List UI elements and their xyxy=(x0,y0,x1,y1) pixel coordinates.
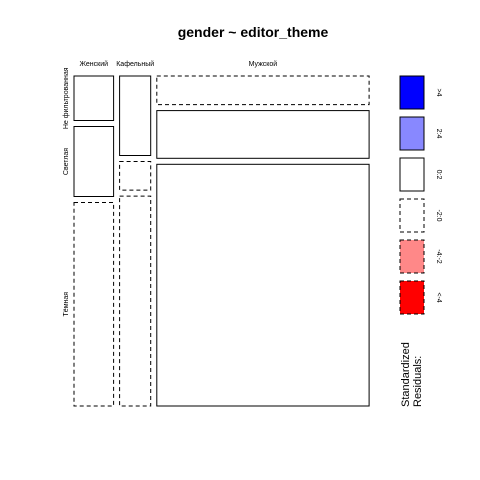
mosaic-cell-кафельный-светлая xyxy=(119,161,152,191)
mosaic-plot: Женский Кафельный Мужской Не фильтрованная С… xyxy=(63,60,370,407)
legend-label: <-4 xyxy=(435,292,442,302)
legend-label: -4:-2 xyxy=(435,249,442,264)
legend-title: Residuals: xyxy=(412,356,424,407)
legend-label: -2:0 xyxy=(435,209,442,221)
legend-label: >4 xyxy=(435,89,442,97)
y-level-label: Тёмная xyxy=(63,292,70,317)
mosaic-cell-женский-тёмная xyxy=(73,202,115,407)
legend-swatch xyxy=(399,157,425,192)
legend-swatch xyxy=(399,198,425,233)
residuals-legend: >4 2:4 0:2 -2:0 -4:-2 <-4 Standardized Residual… xyxy=(399,75,442,407)
mosaic-cell-женский-светлая xyxy=(73,126,115,197)
legend-title: Standardized xyxy=(400,342,412,407)
y-level-label: Не фильтрованная xyxy=(63,67,70,129)
legend-swatch xyxy=(399,280,425,315)
legend-swatch xyxy=(399,116,425,151)
x-level-label: Кафельный xyxy=(116,60,154,68)
x-level-label: Мужской xyxy=(249,60,278,68)
legend-swatch xyxy=(399,239,425,274)
mosaic-cell-кафельный-тёмная xyxy=(119,195,152,407)
legend-label: 2:4 xyxy=(435,129,442,139)
x-level-label: Женский xyxy=(80,60,109,68)
mosaic-cell-кафельный-не-фильтрованная xyxy=(119,75,152,156)
mosaic-cell-мужской-не-фильтрованная xyxy=(156,75,370,106)
mosaic-cell-женский-не-фильтрованная xyxy=(73,75,115,121)
legend-label: 0:2 xyxy=(435,170,442,180)
mosaic-cell-мужской-светлая xyxy=(156,110,370,159)
y-level-label: Светлая xyxy=(63,148,70,175)
mosaic-cell-мужской-тёмная xyxy=(156,163,370,407)
legend-swatch xyxy=(399,75,425,110)
chart-title: gender ~ editor_theme xyxy=(178,24,329,40)
